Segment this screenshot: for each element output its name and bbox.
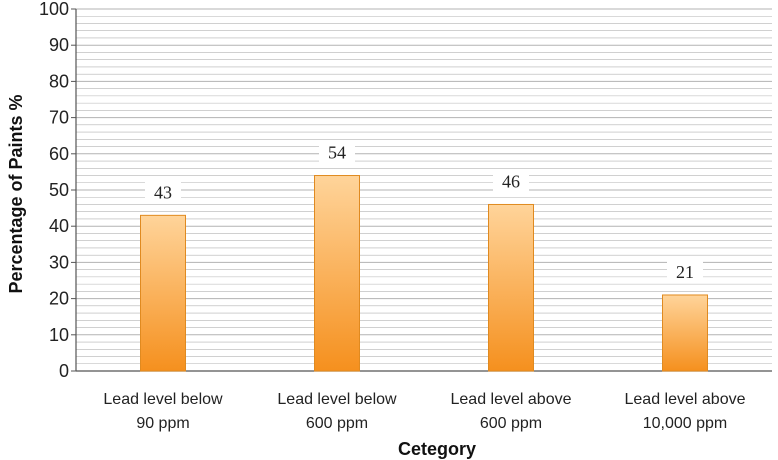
- x-tick-label: Lead level above: [625, 391, 746, 408]
- x-tick-label: 600 ppm: [480, 415, 542, 432]
- data-label: 21: [676, 262, 694, 282]
- y-tick-label: 30: [49, 252, 69, 272]
- y-tick-label: 60: [49, 144, 69, 164]
- data-label-box: [667, 260, 703, 283]
- data-label-box: [145, 181, 181, 204]
- y-axis-title: Percentage of Paints %: [6, 94, 26, 293]
- bar: [662, 294, 708, 372]
- y-tick-label: 80: [49, 71, 69, 91]
- x-tick-label: 90 ppm: [136, 415, 189, 432]
- data-label-box: [493, 170, 529, 193]
- y-tick-label: 20: [49, 289, 69, 309]
- data-label-box: [319, 141, 355, 164]
- x-tick-label: 600 ppm: [306, 415, 368, 432]
- x-axis-title: Cetegory: [398, 439, 476, 459]
- y-tick-label: 90: [49, 35, 69, 55]
- bars: [140, 175, 708, 372]
- data-label: 54: [328, 143, 346, 163]
- y-tick-label: 50: [49, 180, 69, 200]
- data-labels: 43 54 46 21: [145, 141, 703, 283]
- y-tick-label: 70: [49, 108, 69, 128]
- x-tick-labels: Lead level below 90 ppm Lead level below 60…: [103, 391, 745, 432]
- data-label: 43: [154, 182, 172, 202]
- x-tick-label: Lead level below: [277, 391, 397, 408]
- data-label: 46: [502, 171, 520, 191]
- x-tick-label: Lead level above: [451, 391, 572, 408]
- bar: [488, 203, 534, 372]
- bar: [314, 175, 360, 372]
- gridlines: [76, 8, 772, 372]
- x-tick-label: Lead level below: [103, 391, 223, 408]
- y-tick-label: 10: [49, 325, 69, 345]
- y-tick-labels: 0 10 20 30 40 50 60 70 80 90 100: [39, 0, 76, 381]
- y-tick-label: 100: [39, 0, 69, 19]
- y-tick-label: 0: [59, 361, 69, 381]
- y-tick-label: 40: [49, 216, 69, 236]
- x-tick-label: 10,000 ppm: [643, 415, 728, 432]
- bar: [140, 214, 186, 372]
